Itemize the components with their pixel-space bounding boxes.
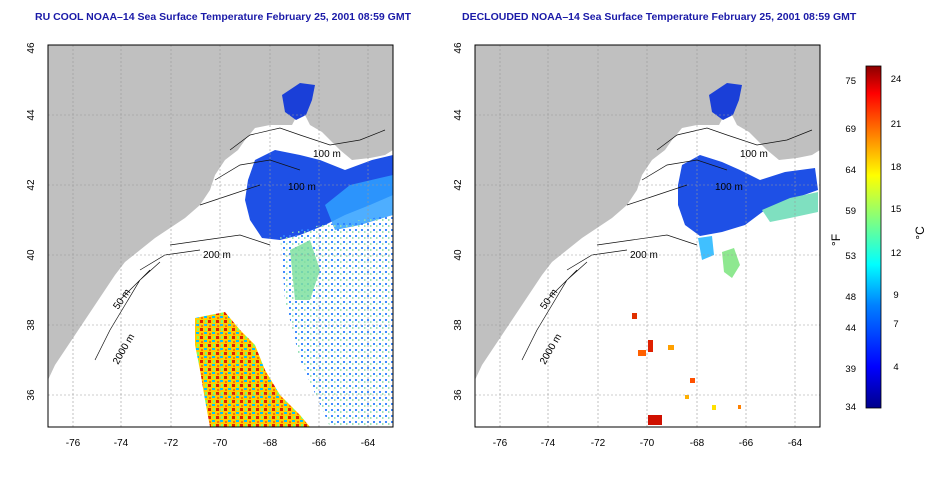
nova-scotia-land [300,66,393,160]
y-tick-label: 42 [26,179,37,191]
x-tick-label: -68 [690,438,705,449]
left-x-axis: -76 -74 -72 -70 -68 -66 -64 [66,438,376,449]
contour-label: 100 m [715,182,743,193]
contour-label: 200 m [630,250,658,261]
c-tick-label: 4 [893,362,898,373]
x-tick-label: -72 [591,438,606,449]
y-tick-label: 46 [453,42,464,54]
contour-label: 100 m [313,149,341,160]
sst-cold-water [282,83,315,120]
y-tick-label: 38 [453,319,464,331]
right-panel-title: DECLOUDED NOAA–14 Sea Surface Temperatur… [462,11,857,23]
y-tick-label: 44 [453,109,464,121]
sst-warm-spots [632,313,741,425]
left-map-panel: RU COOL NOAA–14 Sea Surface Temperature … [26,11,412,449]
contour-label: 100 m [288,182,316,193]
right-map-frame [474,44,821,428]
y-tick-label: 40 [26,249,37,261]
x-tick-label: -66 [312,438,327,449]
x-tick-label: -74 [541,438,556,449]
left-grid [48,45,393,427]
land-mass [48,45,393,380]
sst-shelf-water [762,192,818,222]
sst-warm-patches [195,312,310,427]
f-tick-label: 39 [845,364,856,375]
c-tick-label: 12 [891,248,902,259]
f-tick-label: 75 [845,76,856,87]
sst-shelf-water [698,236,714,260]
y-tick-label: 36 [453,389,464,401]
sst-cold-water [709,83,742,120]
f-tick-label: 53 [845,251,856,262]
left-map-area: 100 m 100 m 200 m 50 m 2000 m [48,45,393,427]
f-tick-label: 34 [845,402,856,413]
f-tick-label: 59 [845,206,856,217]
x-tick-label: -68 [263,438,278,449]
f-tick-label: 69 [845,124,856,135]
sst-warm-band [722,248,740,278]
c-tick-label: 24 [891,74,902,85]
left-map-frame [47,44,394,428]
y-tick-label: 40 [453,249,464,261]
y-tick-label: 44 [26,109,37,121]
right-map-area: 100 m 100 m 200 m 50 m 2000 m [475,45,820,427]
contour-label: 100 m [740,149,768,160]
c-tick-label: 9 [893,290,898,301]
c-tick-label: 7 [893,319,898,330]
colorbar-gradient [865,65,882,409]
y-tick-label: 42 [453,179,464,191]
sst-shelf-water [325,175,393,230]
c-tick-label: 15 [891,204,902,215]
f-tick-label: 64 [845,165,856,176]
right-x-axis: -76 -74 -72 -70 -68 -66 -64 [493,438,803,449]
x-tick-label: -66 [739,438,754,449]
x-tick-label: -76 [66,438,81,449]
y-tick-label: 46 [26,42,37,54]
right-map-panel: DECLOUDED NOAA–14 Sea Surface Temperatur… [453,11,857,449]
celsius-axis-label: °C [913,226,927,240]
y-tick-label: 38 [26,319,37,331]
x-tick-label: -74 [114,438,129,449]
temperature-colorbar: 75 69 64 59 53 48 44 39 34 24 21 18 15 1… [829,65,927,413]
contour-label: 200 m [203,250,231,261]
x-tick-label: -64 [788,438,803,449]
left-panel-title: RU COOL NOAA–14 Sea Surface Temperature … [35,11,412,23]
nova-scotia-land [727,66,820,160]
celsius-scale: 24 21 18 15 12 9 7 4 [891,74,902,373]
sst-cold-water [678,155,818,236]
fahrenheit-scale: 75 69 64 59 53 48 44 39 34 [845,76,856,413]
f-tick-label: 48 [845,292,856,303]
y-tick-label: 36 [26,389,37,401]
right-grid [475,45,820,427]
fahrenheit-axis-label: °F [829,234,843,246]
f-tick-label: 44 [845,323,856,334]
x-tick-label: -70 [640,438,655,449]
right-y-axis: 36 38 40 42 44 46 [453,42,464,401]
x-tick-label: -70 [213,438,228,449]
c-tick-label: 21 [891,119,902,130]
x-tick-label: -72 [164,438,179,449]
x-tick-label: -64 [361,438,376,449]
left-y-axis: 36 38 40 42 44 46 [26,42,37,401]
c-tick-label: 18 [891,162,902,173]
land-mass [475,45,820,380]
x-tick-label: -76 [493,438,508,449]
